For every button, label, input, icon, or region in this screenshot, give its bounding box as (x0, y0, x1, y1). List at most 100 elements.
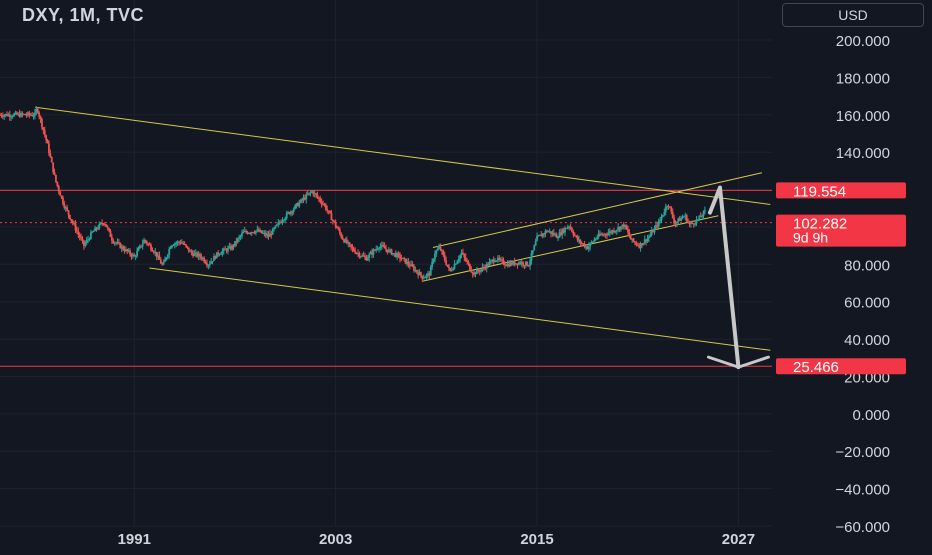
candle-down (482, 267, 485, 269)
candle-down (179, 242, 182, 244)
candle-up (305, 194, 308, 200)
candle-up (480, 269, 483, 272)
candle-down (527, 265, 530, 267)
candle-down (365, 257, 368, 261)
candle-down (464, 257, 467, 261)
arrow-shaft (717, 185, 741, 370)
candle-up (596, 237, 599, 239)
candle-down (249, 232, 252, 234)
candle-up (266, 234, 269, 236)
candle-up (566, 226, 569, 229)
candle-down (301, 199, 303, 201)
candle-down (601, 234, 604, 236)
candle-up (276, 224, 278, 226)
currency-button[interactable]: USD (782, 3, 924, 27)
candle-down (404, 258, 407, 264)
candle-up (269, 233, 271, 237)
candle-down (399, 254, 401, 259)
candle-up (289, 211, 292, 214)
candle-down (330, 213, 333, 221)
candle-down (411, 264, 414, 267)
candle-down (336, 226, 338, 229)
x-axis[interactable]: 1991 2003 2015 2027 (118, 531, 756, 548)
candle-up (98, 223, 101, 229)
candle-up (136, 250, 138, 257)
candle-down (492, 259, 495, 263)
candle-up (392, 253, 394, 255)
candle-up (87, 239, 90, 241)
candle-down (306, 194, 309, 196)
candle-up (387, 249, 390, 253)
y-tick-label: −20.000 (835, 444, 890, 461)
candle-up (277, 222, 280, 225)
candle-up (657, 220, 660, 227)
candle-down (420, 272, 422, 276)
candle-down (487, 263, 489, 266)
candle-down (53, 172, 56, 175)
candle-up (495, 260, 498, 262)
candle-up (344, 239, 347, 243)
candle-down (474, 272, 477, 275)
candle-up (551, 232, 554, 234)
candle-up (534, 241, 537, 246)
candle-down (582, 243, 585, 245)
candle-up (558, 232, 561, 238)
candle-down (83, 240, 85, 246)
candle-up (557, 237, 559, 239)
candle-up (243, 230, 246, 232)
candle-up (538, 234, 541, 236)
candle-down (357, 252, 359, 254)
price-tag-bg (776, 182, 906, 199)
candle-up (617, 227, 620, 231)
candle-down (550, 231, 552, 234)
candle-down (69, 214, 71, 220)
candle-down (322, 203, 324, 205)
trendline (149, 267, 771, 351)
candle-up (537, 235, 540, 237)
candle-down (122, 246, 124, 250)
candle-down (385, 248, 387, 250)
candle-down (394, 253, 397, 257)
candle-down (126, 249, 129, 252)
candle-down (673, 217, 676, 224)
candle-down (484, 267, 487, 269)
price-tag-bg (776, 358, 906, 375)
candle-up (309, 192, 312, 194)
candle-up (639, 243, 642, 248)
candle-up (274, 225, 277, 228)
candle-up (64, 207, 67, 209)
symbol-title[interactable]: DXY, 1M, TVC (22, 5, 145, 25)
candle-down (71, 220, 74, 224)
candle-up (92, 231, 95, 233)
candle-up (180, 242, 183, 244)
last-price-tag-bg (776, 214, 906, 247)
candle-up (590, 242, 593, 244)
candle-down (610, 231, 613, 233)
last-price-tag: 102.282 (793, 216, 847, 233)
candle-up (162, 261, 165, 265)
candle-down (699, 215, 702, 217)
x-tick-label: 2015 (520, 531, 553, 548)
candle-up (99, 222, 102, 224)
candle-down (371, 252, 373, 255)
candle-down (152, 251, 155, 253)
candle-up (424, 277, 427, 279)
candle-down (48, 143, 50, 154)
candle-down (185, 244, 187, 247)
candle-up (222, 248, 225, 252)
candle-up (499, 259, 502, 261)
candle-up (554, 234, 557, 236)
candle-down (449, 268, 452, 271)
candle-up (378, 248, 380, 250)
candle-up (564, 228, 566, 233)
candle-down (508, 263, 510, 267)
candle-down (386, 249, 389, 253)
candle-down (316, 194, 319, 198)
candle-down (67, 210, 70, 215)
candle-up (680, 218, 682, 222)
candle-up (250, 232, 253, 234)
candle-up (456, 261, 459, 264)
candle-up (143, 239, 145, 244)
